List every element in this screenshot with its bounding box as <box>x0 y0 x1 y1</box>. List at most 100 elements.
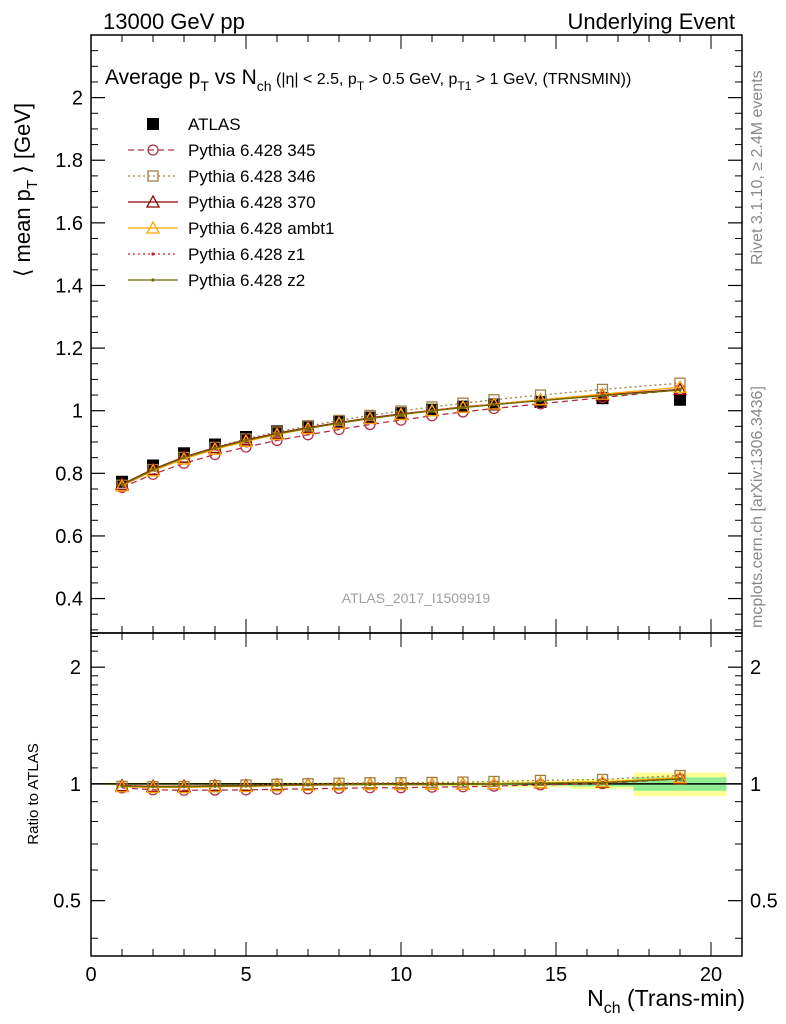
marker-dot <box>678 388 682 392</box>
marker-dot <box>337 783 341 787</box>
rivet-label: Rivet 3.1.10, ≥ 2.4M events <box>749 70 766 265</box>
series-line <box>121 389 681 486</box>
ratio-panel: 0.5 0.5 1 1 2 2 0 5 10 15 20 Ratio to ATLAS Nch (… <box>25 632 778 1017</box>
series-line <box>121 389 681 489</box>
legend-item: Pythia 6.428 346 <box>128 167 316 186</box>
watermark: ATLAS_2017_I1509919 <box>342 590 491 606</box>
marker-dot <box>213 784 217 788</box>
legend: ATLAS Pythia 6.428 345 Pythia 6.428 346 Pyt… <box>128 115 334 290</box>
marker-dot <box>600 781 605 785</box>
header-left: 13000 GeV pp <box>103 9 245 34</box>
marker-square-filled <box>674 393 686 406</box>
marker-triangle-open <box>424 777 440 791</box>
y-tick-label: 0.4 <box>55 589 83 611</box>
series-line <box>121 388 681 485</box>
marker-triangle-open <box>533 775 548 789</box>
marker-dot <box>430 409 434 413</box>
ratio-ylabel: Ratio to ATLAS <box>25 743 42 844</box>
legend-label: ATLAS <box>188 115 241 134</box>
marker-dot <box>430 782 434 787</box>
y-tick-label: 1.4 <box>55 275 83 297</box>
marker-dot <box>151 278 155 282</box>
marker-dot <box>461 782 465 787</box>
legend-item: Pythia 6.428 ambt1 <box>128 219 334 238</box>
ratio-y-tick-label-right: 1 <box>750 774 761 796</box>
marker-dot <box>151 468 155 472</box>
legend-label: Pythia 6.428 z1 <box>188 245 305 264</box>
marker-dot <box>151 252 155 256</box>
legend-label: Pythia 6.428 370 <box>188 193 316 212</box>
marker-dot <box>306 426 310 430</box>
ratio-frame <box>90 632 743 957</box>
legend-label: Pythia 6.428 345 <box>188 141 316 160</box>
marker-dot <box>120 784 124 788</box>
ratio-line <box>121 774 681 788</box>
y-tick-label: 2 <box>72 88 83 110</box>
marker-dot <box>368 416 372 421</box>
marker-triangle-open <box>595 386 610 400</box>
marker-square-open <box>534 774 547 787</box>
legend-label: Pythia 6.428 ambt1 <box>188 219 334 238</box>
x-tick-label: 15 <box>545 964 567 986</box>
marker-square-filled <box>147 118 159 130</box>
marker-dot <box>399 412 403 417</box>
marker-dot <box>538 781 543 785</box>
legend-item: Pythia 6.428 z1 <box>128 245 305 264</box>
y-tick-label: 0.6 <box>55 526 83 548</box>
legend-label: Pythia 6.428 346 <box>188 167 316 186</box>
marker-dot <box>600 394 605 398</box>
marker-dot <box>213 446 217 450</box>
marker-dot <box>368 782 372 787</box>
marker-square-open <box>147 170 159 182</box>
mcplots-label: mcplots.cern.ch [arXiv:1306.3436] <box>749 386 766 628</box>
marker-square-open <box>364 409 376 422</box>
legend-item: ATLAS <box>147 115 241 134</box>
x-tick-label: 0 <box>85 964 96 986</box>
series-6 <box>120 388 682 487</box>
marker-dot <box>461 405 465 410</box>
series-line <box>121 386 681 487</box>
legend-item: Pythia 6.428 z2 <box>128 271 305 290</box>
marker-dot <box>492 782 496 786</box>
ratio-y-tick-label: 2 <box>70 657 81 679</box>
marker-triangle-open <box>672 379 688 393</box>
marker-dot <box>275 783 279 787</box>
marker-dot <box>244 784 248 788</box>
marker-triangle-open <box>672 770 688 784</box>
marker-dot <box>120 483 124 487</box>
ratio-y-tick-label: 1 <box>70 774 81 796</box>
main-ylabel: ⟨ mean pT ⟩ [GeV] <box>10 103 41 277</box>
x-tick-label: 5 <box>240 964 251 986</box>
marker-triangle-open <box>533 392 548 406</box>
marker-triangle-open <box>145 194 161 208</box>
ratio-series-6 <box>120 777 682 789</box>
y-tick-label: 1.2 <box>55 338 83 360</box>
marker-dot <box>182 456 186 460</box>
ratio-y-tick-label-right: 0.5 <box>750 891 778 913</box>
marker-dot <box>678 777 682 781</box>
ratio-line <box>121 778 681 788</box>
ratio-y-tick-label-right: 2 <box>750 657 761 679</box>
y-tick-label: 0.8 <box>55 463 83 485</box>
main-panel: 0.4 0.6 0.8 1 1.2 1.4 1.6 1.8 2 Average pT vs Nc… <box>10 34 743 634</box>
legend-item: Pythia 6.428 370 <box>128 193 316 212</box>
marker-triangle-open <box>672 382 688 396</box>
x-axis-label: Nch (Trans-min) <box>587 985 745 1017</box>
marker-dot <box>182 785 186 789</box>
y-tick-label: 1 <box>72 401 83 423</box>
marker-circle-open <box>147 144 159 156</box>
marker-dot <box>337 421 341 425</box>
marker-square-open <box>596 773 609 786</box>
y-tick-label: 1.6 <box>55 213 83 235</box>
marker-dot <box>275 432 279 436</box>
y-tick-label: 1.8 <box>55 150 83 172</box>
legend-item: Pythia 6.428 345 <box>128 141 316 160</box>
legend-label: Pythia 6.428 z2 <box>188 271 305 290</box>
ratio-y-tick-label: 0.5 <box>53 891 81 913</box>
main-title: Average pT vs Nch (|η| < 2.5, pT > 0.5 G… <box>105 66 631 94</box>
marker-dot <box>538 399 543 403</box>
x-tick-label: 10 <box>390 964 412 986</box>
ratio-line <box>121 778 681 791</box>
header-right: Underlying Event <box>567 9 735 34</box>
